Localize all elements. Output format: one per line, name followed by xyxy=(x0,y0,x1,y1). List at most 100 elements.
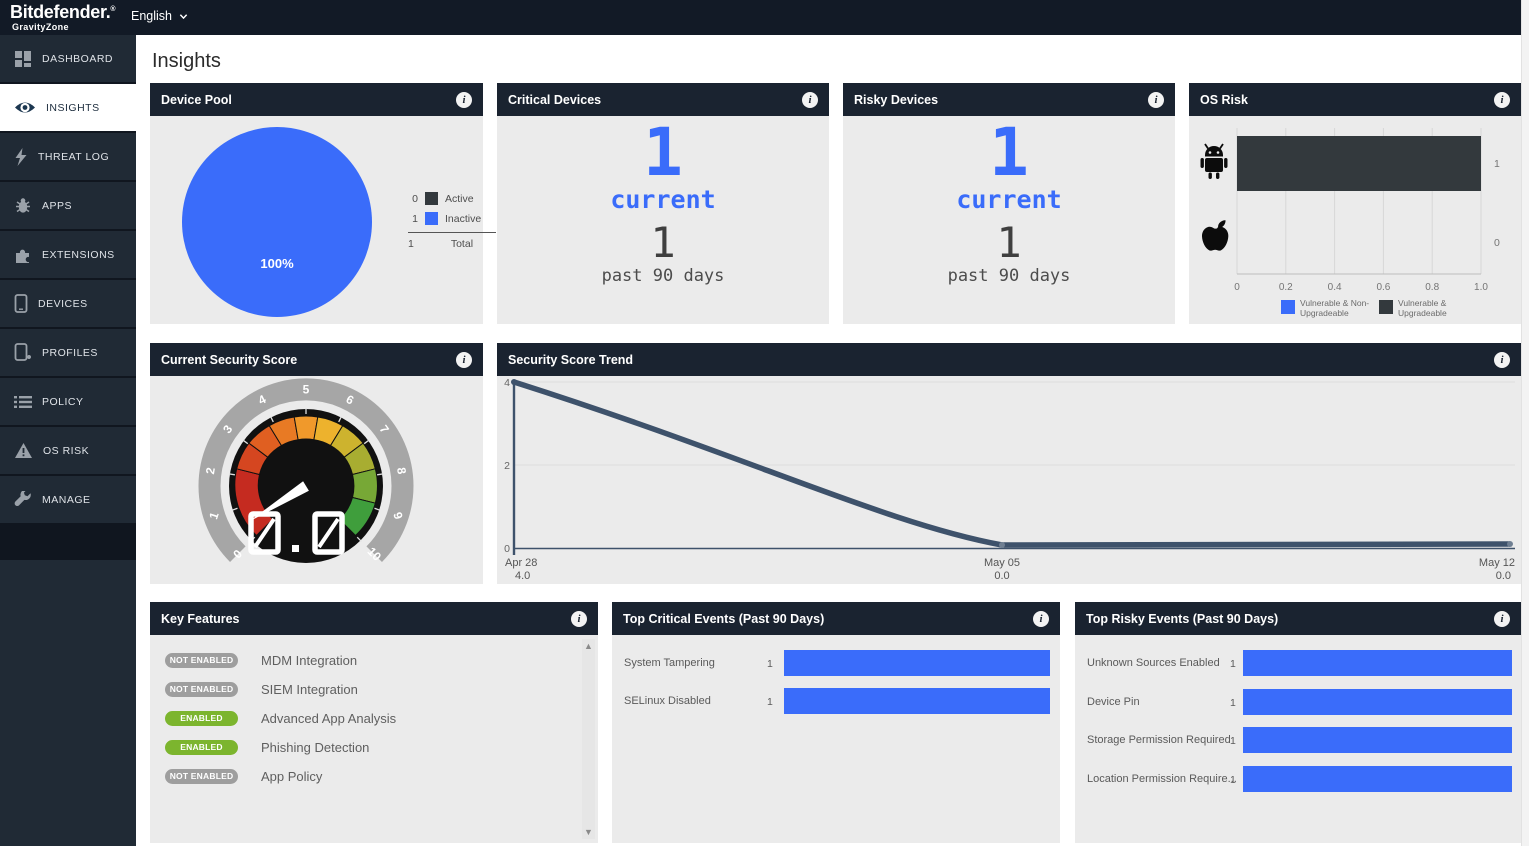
event-row: Device Pin 1 xyxy=(1075,688,1521,715)
svg-text:Apr 28: Apr 28 xyxy=(505,557,537,569)
wrench-icon xyxy=(14,490,31,506)
svg-text:Upgradeable: Upgradeable xyxy=(1398,308,1447,318)
card-title: Critical Devices xyxy=(508,92,602,107)
info-icon[interactable] xyxy=(571,610,587,627)
event-bar[interactable] xyxy=(1243,688,1512,715)
info-icon[interactable] xyxy=(1494,351,1510,368)
card-title: Top Critical Events (Past 90 Days) xyxy=(623,611,825,626)
device-pool-pie-chart: 100% xyxy=(182,127,372,317)
current-label: current xyxy=(610,185,716,215)
sidebar-item-insights[interactable]: INSIGHTS xyxy=(0,84,136,131)
info-icon[interactable] xyxy=(1494,91,1510,108)
critical-devices-header: Critical Devices xyxy=(497,83,829,116)
feature-label: App Policy xyxy=(261,768,323,784)
svg-text:0.0: 0.0 xyxy=(994,570,1009,582)
feature-row: ENABLED Phishing Detection xyxy=(165,739,369,755)
svg-text:1: 1 xyxy=(206,510,221,521)
past-label: past 90 days xyxy=(601,266,725,287)
legend-total-row: 1 Total xyxy=(408,232,496,250)
device-pool-legend: 0 Active 1 Inactive 1 Total xyxy=(408,192,496,250)
event-row: SELinux Disabled 1 xyxy=(612,688,1060,714)
feature-row: ENABLED Advanced App Analysis xyxy=(165,710,396,726)
sidebar-item-threat-log[interactable]: THREAT LOG xyxy=(0,133,136,180)
status-badge: ENABLED xyxy=(165,739,238,755)
event-bar[interactable] xyxy=(1243,650,1512,676)
bar-value: 1 xyxy=(1494,158,1500,170)
svg-text:Upgradeable: Upgradeable xyxy=(1300,308,1349,318)
top-bar: Bitdefender.® GravityZone English xyxy=(0,0,1529,35)
risky-devices-header: Risky Devices xyxy=(843,83,1175,116)
info-icon[interactable] xyxy=(456,91,472,108)
key-features-header: Key Features xyxy=(150,602,598,635)
language-selector[interactable]: English xyxy=(131,9,188,23)
os-risk-bar-chart: 1 0 0 0.2 0.4 0.6 0.8 1.0 Vulnerable & N… xyxy=(1200,128,1500,318)
event-bar[interactable] xyxy=(1243,765,1512,792)
score-trend-header: Security Score Trend xyxy=(497,343,1521,376)
phone-icon xyxy=(14,294,28,313)
legend-swatch-dark xyxy=(425,192,438,205)
info-icon[interactable] xyxy=(802,91,818,108)
sidebar-item-profiles[interactable]: PROFILES xyxy=(0,329,136,376)
sidebar-item-os-risk[interactable]: OS RISK xyxy=(0,427,136,474)
phone-gear-icon xyxy=(14,343,31,361)
svg-text:Vulnerable &: Vulnerable & xyxy=(1398,298,1447,308)
score-trend-card: Security Score Trend 4 2 0 Apr 28 xyxy=(497,343,1521,584)
past-value: 1 xyxy=(650,218,676,268)
security-score-header: Current Security Score xyxy=(150,343,483,376)
os-risk-header: OS Risk xyxy=(1189,83,1521,116)
android-icon xyxy=(1200,143,1228,179)
info-icon[interactable] xyxy=(456,351,472,368)
sidebar-item-devices[interactable]: DEVICES xyxy=(0,280,136,327)
info-icon[interactable] xyxy=(1494,610,1510,627)
event-bar[interactable] xyxy=(784,650,1050,676)
scroll-down-icon[interactable]: ▼ xyxy=(584,827,593,837)
svg-text:2: 2 xyxy=(504,460,510,472)
status-badge: NOT ENABLED xyxy=(165,768,238,784)
event-bar[interactable] xyxy=(1243,727,1512,753)
sidebar-item-label: MANAGE xyxy=(42,493,91,506)
past-value: 1 xyxy=(996,218,1022,268)
security-score-card: Current Security Score xyxy=(150,343,483,584)
sidebar-item-extensions[interactable]: EXTENSIONS xyxy=(0,231,136,278)
os-risk-card: OS Risk xyxy=(1189,83,1521,324)
svg-text:0.6: 0.6 xyxy=(1376,282,1390,293)
sidebar-item-label: OS RISK xyxy=(43,444,90,457)
security-score-gauge: 0 1 2 3 4 5 6 7 8 9 10 xyxy=(198,378,414,564)
top-critical-events-header: Top Critical Events (Past 90 Days) xyxy=(612,602,1060,635)
gauge-color-arc xyxy=(234,415,378,537)
sidebar-item-policy[interactable]: POLICY xyxy=(0,378,136,425)
android-bar xyxy=(1237,136,1481,191)
sidebar-item-label: INSIGHTS xyxy=(46,101,100,114)
card-title: Current Security Score xyxy=(161,352,298,367)
legend-item-inactive: 1 Inactive xyxy=(412,212,482,225)
feature-row: NOT ENABLED MDM Integration xyxy=(165,652,357,668)
feature-label: SIEM Integration xyxy=(261,681,358,697)
sidebar-item-dashboard[interactable]: DASHBOARD xyxy=(0,35,136,82)
sidebar-item-manage[interactable]: MANAGE xyxy=(0,476,136,523)
top-critical-events-card: Top Critical Events (Past 90 Days) Syste… xyxy=(612,602,1060,843)
bug-icon xyxy=(16,197,30,213)
bitdefender-logo[interactable]: Bitdefender.® xyxy=(10,2,116,22)
svg-text:0.4: 0.4 xyxy=(1328,282,1342,293)
list-icon xyxy=(14,395,32,408)
event-row: Location Permission Require... 1 xyxy=(1075,765,1521,792)
y-axis-ticks: 4 2 0 xyxy=(504,377,510,555)
lightning-icon xyxy=(15,147,27,166)
sidebar-item-label: DEVICES xyxy=(38,297,88,310)
svg-text:4.0: 4.0 xyxy=(515,570,530,582)
legend-swatch-blue xyxy=(425,212,438,225)
pie-slice-label: 100% xyxy=(260,256,294,271)
sidebar-item-label: EXTENSIONS xyxy=(42,248,115,261)
page-scrollbar[interactable] xyxy=(1521,0,1529,846)
info-icon[interactable] xyxy=(1033,610,1049,627)
card-title: Top Risky Events (Past 90 Days) xyxy=(1086,611,1279,626)
svg-text:May 05: May 05 xyxy=(984,557,1020,569)
sidebar-item-apps[interactable]: APPS xyxy=(0,182,136,229)
page-title: Insights xyxy=(152,50,221,72)
event-bar[interactable] xyxy=(784,688,1050,714)
scroll-up-icon[interactable]: ▲ xyxy=(584,641,593,651)
svg-text:2: 2 xyxy=(203,466,218,475)
info-icon[interactable] xyxy=(1148,91,1164,108)
warning-icon xyxy=(15,443,32,458)
key-features-scrollbar[interactable]: ▲ ▼ xyxy=(582,639,595,839)
